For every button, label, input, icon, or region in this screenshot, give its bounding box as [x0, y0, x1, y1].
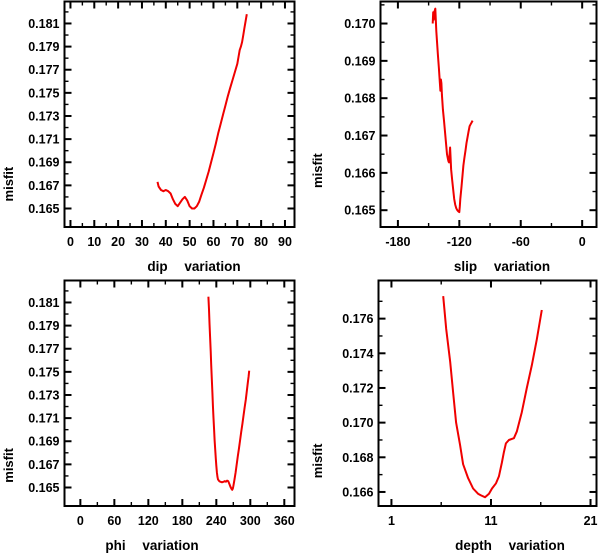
x-tick-label: -120 — [447, 235, 472, 249]
y-tick-label: 0.167 — [344, 129, 375, 143]
y-tick-label: 0.170 — [344, 17, 375, 31]
y-tick-label: 0.175 — [28, 365, 59, 379]
y-tick-label: 0.167 — [28, 179, 59, 193]
y-tick-label: 0.170 — [342, 416, 373, 430]
y-axis-title: misfit — [310, 443, 325, 478]
x-axis-title: depth variation — [455, 538, 565, 553]
misfit-curve-depth — [442, 296, 543, 499]
misfit-curve-dip — [156, 14, 248, 210]
y-tick-label: 0.165 — [28, 202, 59, 216]
x-tick-label: 0 — [579, 235, 586, 249]
plot-frame — [63, 279, 296, 507]
x-tick-label: 20 — [111, 235, 125, 249]
x-tick-label: 90 — [278, 235, 292, 249]
x-tick-label: 30 — [135, 235, 149, 249]
x-tick-label: 240 — [206, 514, 227, 528]
x-tick-label: 21 — [584, 514, 598, 528]
x-tick-label: 11 — [484, 514, 497, 528]
x-axis-title: phi variation — [105, 538, 198, 553]
y-axis-title: misfit — [1, 447, 16, 482]
x-tick-label: 0 — [67, 235, 74, 249]
y-tick-label: 0.168 — [344, 92, 375, 106]
y-tick-label: 0.179 — [28, 40, 59, 54]
y-tick-label: 0.165 — [344, 204, 375, 218]
y-tick-label: 0.168 — [342, 451, 373, 465]
y-tick-label: 0.181 — [28, 17, 59, 31]
x-tick-label: 60 — [107, 514, 121, 528]
x-tick-label: 60 — [207, 235, 221, 249]
panel-dip-variation: 0 10 20 30 40 50 60 70 80 90 0.165 0.167 0.169 0.171 0… — [1, 0, 296, 274]
x-tick-label: 40 — [159, 235, 173, 249]
panel-depth-variation: 1 11 210.1660.1680.1700.1720.1740.176depth… — [310, 279, 598, 553]
y-tick-label: 0.169 — [28, 435, 59, 449]
misfit-curve-phi — [207, 296, 251, 491]
x-axis-title: slip variation — [454, 259, 550, 274]
y-tick-label: 0.171 — [28, 412, 59, 426]
y-tick-label: 0.166 — [344, 166, 375, 180]
panel-slip-variation: -180 -120 -60 0 0.165 0.166 0.167 0.168 0.169 0.1… — [310, 0, 598, 274]
x-tick-label: 300 — [240, 514, 261, 528]
x-tick-label: 1 — [388, 514, 395, 528]
x-tick-label: 50 — [183, 235, 197, 249]
y-tick-label: 0.165 — [28, 481, 59, 495]
y-tick-label: 0.169 — [344, 54, 375, 68]
x-axis-title: dip variation — [147, 259, 240, 274]
y-tick-label: 0.166 — [342, 485, 373, 499]
y-tick-label: 0.181 — [28, 296, 59, 310]
y-tick-label: 0.174 — [342, 347, 373, 361]
plot-frame — [377, 279, 598, 507]
y-tick-label: 0.173 — [28, 109, 59, 123]
x-tick-label: 70 — [230, 235, 244, 249]
y-tick-label: 0.176 — [342, 312, 373, 326]
y-axis-title: misfit — [310, 153, 325, 188]
panel-phi-variation: 0 60 120 180 240 300 360 0.165 0.167 0.169 0.171 0.… — [1, 279, 296, 553]
y-tick-label: 0.175 — [28, 86, 59, 100]
x-tick-label: 10 — [87, 235, 101, 249]
plot-frame — [379, 0, 598, 228]
y-tick-label: 0.173 — [28, 388, 59, 402]
x-tick-label: 0 — [77, 514, 84, 528]
x-tick-label: 360 — [274, 514, 295, 528]
x-tick-label: 180 — [172, 514, 193, 528]
y-axis-title: misfit — [1, 166, 16, 201]
misfit-curve-slip — [431, 7, 474, 214]
x-tick-label: 80 — [254, 235, 268, 249]
y-tick-label: 0.179 — [28, 319, 59, 333]
y-tick-label: 0.177 — [28, 342, 59, 356]
plot-frame — [63, 0, 296, 228]
y-tick-label: 0.172 — [342, 381, 373, 395]
y-tick-label: 0.177 — [28, 63, 59, 77]
y-tick-label: 0.171 — [28, 133, 59, 147]
x-tick-label: -60 — [512, 235, 530, 249]
x-tick-label: -180 — [385, 235, 410, 249]
x-tick-label: 120 — [138, 514, 159, 528]
y-tick-label: 0.169 — [28, 156, 59, 170]
y-tick-label: 0.167 — [28, 458, 59, 472]
